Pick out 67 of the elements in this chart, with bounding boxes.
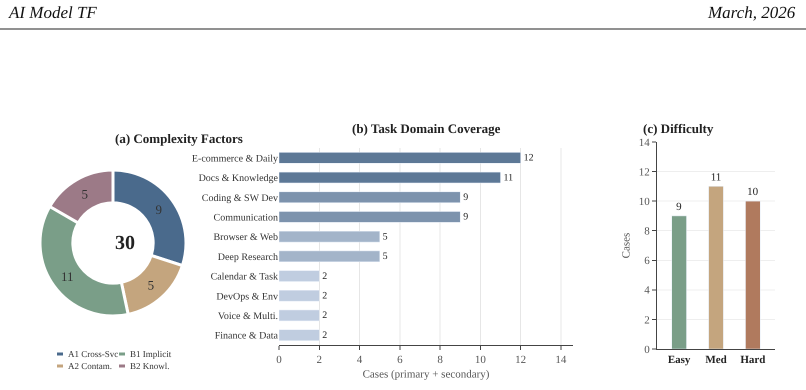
x-tick-label: 10 [474, 354, 486, 366]
chart-title: (c) Difficulty [643, 121, 714, 136]
x-tick-label: 14 [555, 354, 567, 366]
data-label: 11 [60, 268, 74, 284]
y-tick-label: Coding & SW Dev [202, 192, 278, 204]
y-tick-label: 2 [644, 314, 650, 326]
y-tick-label: 6 [644, 255, 650, 268]
bar [279, 172, 501, 184]
bar [279, 290, 320, 302]
y-tick-label: 12 [638, 166, 650, 178]
data-label: 9 [156, 202, 162, 218]
legend-label: A1 Cross-Svc [68, 349, 118, 359]
y-axis-title: Cases [620, 232, 632, 258]
x-tick-label: 8 [437, 354, 444, 366]
data-label: 11 [710, 171, 722, 184]
y-tick-label: Browser & Web [213, 232, 278, 244]
bar [279, 250, 380, 262]
data-label: 10 [747, 186, 759, 198]
data-label: 5 [382, 231, 388, 242]
x-tick-label: 12 [515, 354, 526, 366]
y-tick-label: DevOps & Env [216, 291, 278, 302]
y-tick-label: Deep Research [218, 252, 278, 263]
data-label: 12 [524, 152, 534, 164]
data-label: 5 [382, 251, 388, 262]
data-label: 2 [322, 270, 328, 282]
text: AI Model TF [8, 3, 98, 22]
y-tick-label: 14 [638, 136, 650, 149]
data-label: 2 [322, 310, 328, 322]
bar [279, 230, 380, 242]
data-label: 9 [463, 192, 468, 203]
x-tick-label: 2 [316, 354, 322, 366]
bar [279, 152, 521, 164]
x-tick-label: 4 [356, 354, 363, 366]
y-tick-label: 0 [644, 344, 650, 356]
y-tick-label: Calendar & Task [210, 272, 278, 283]
y-tick-label: 4 [644, 284, 650, 297]
y-tick-label: E-commerce & Daily [192, 153, 278, 164]
x-axis-title: Cases (primary + secondary) [362, 368, 490, 380]
legend-label: B2 Knowl. [130, 361, 170, 371]
bar [279, 211, 460, 223]
y-tick-label: 10 [638, 196, 650, 208]
bar [279, 329, 320, 341]
text: March, 2026 [707, 3, 796, 22]
x-tick-label: 6 [397, 354, 404, 366]
chart-title: (b) Task Domain Coverage [352, 121, 501, 136]
y-tick-label: Finance & Data [214, 330, 279, 342]
data-label: 9 [676, 200, 682, 213]
data-label: 9 [463, 212, 468, 223]
chart-title: (a) Complexity Factors [115, 131, 243, 146]
data-label: 11 [504, 172, 514, 184]
bar [279, 192, 460, 203]
data-label: 5 [81, 186, 88, 202]
x-tick-label: Med [705, 354, 727, 366]
data-label: 2 [322, 290, 328, 302]
y-tick-label: 8 [644, 226, 650, 238]
y-tick-label: Communication [214, 212, 278, 224]
text: 30 [115, 232, 135, 254]
data-label: 2 [322, 330, 328, 341]
legend-label: A2 Contam. [68, 361, 112, 371]
x-tick-label: Hard [740, 354, 766, 366]
y-tick-label: Docs & Knowledge [198, 173, 279, 184]
data-label: 5 [148, 278, 154, 293]
bar [279, 310, 320, 322]
legend-label: B1 Implicit [130, 349, 172, 359]
bar [279, 270, 320, 282]
y-tick-label: Voice & Multi. [218, 310, 278, 322]
x-tick-label: Easy [668, 354, 691, 366]
